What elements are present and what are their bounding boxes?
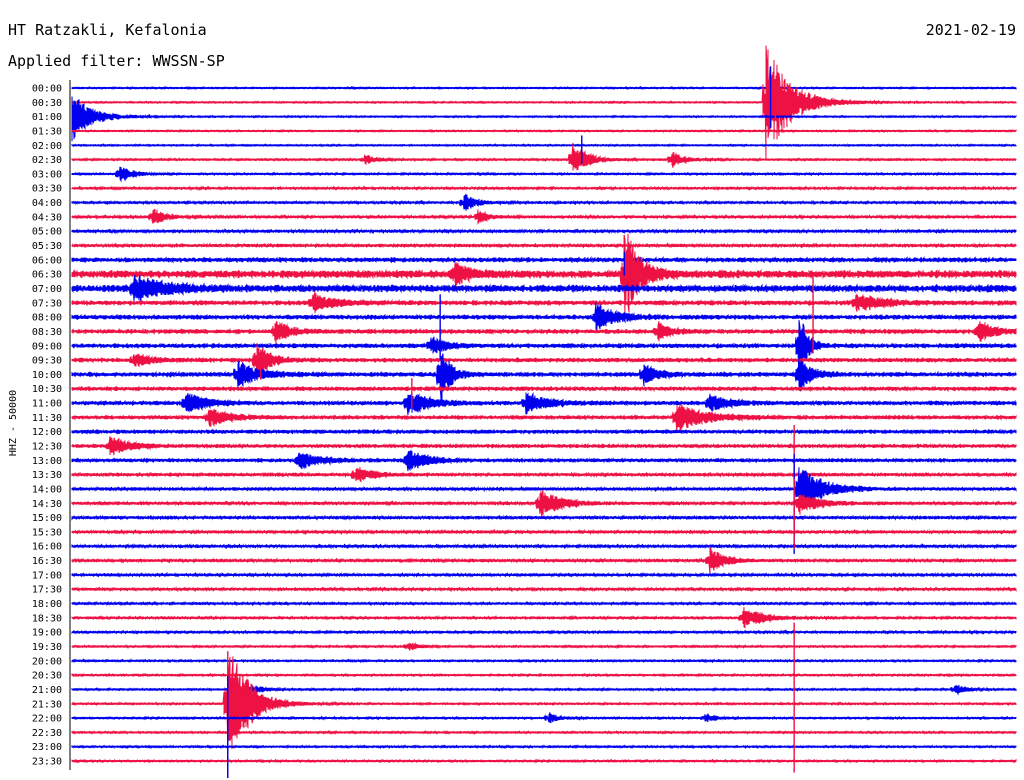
seismic-traces xyxy=(71,45,1017,778)
tick-label: 13:30 xyxy=(32,470,62,481)
tick-label: 06:30 xyxy=(32,270,62,281)
trace-row xyxy=(71,320,1017,345)
tick-label: 07:30 xyxy=(32,298,62,309)
tick-label: 05:30 xyxy=(32,241,62,252)
tick-label: 14:30 xyxy=(32,499,62,510)
tick-label: 23:00 xyxy=(32,742,62,753)
trace-row xyxy=(71,142,1017,171)
tick-label: 04:00 xyxy=(32,198,62,209)
tick-label: 15:30 xyxy=(32,527,62,538)
tick-label: 02:30 xyxy=(32,155,62,166)
tick-label: 03:00 xyxy=(32,169,62,180)
tick-label: 11:00 xyxy=(32,399,62,410)
tick-label: 13:00 xyxy=(32,456,62,467)
tick-label: 10:00 xyxy=(32,370,62,381)
tick-label: 22:30 xyxy=(32,728,62,739)
tick-label: 18:30 xyxy=(32,613,62,624)
tick-label: 22:00 xyxy=(32,714,62,725)
trace-row xyxy=(71,656,1017,750)
tick-label: 20:00 xyxy=(32,656,62,667)
tick-label: 11:30 xyxy=(32,413,62,424)
tick-label: 04:30 xyxy=(32,212,62,223)
date-label: 2021-02-19 xyxy=(926,21,1016,39)
tick-label: 19:30 xyxy=(32,642,62,653)
tick-label: 21:00 xyxy=(32,685,62,696)
tick-label: 05:00 xyxy=(32,227,62,238)
tick-label: 08:00 xyxy=(32,313,62,324)
tick-label: 16:30 xyxy=(32,556,62,567)
tick-label: 12:00 xyxy=(32,427,62,438)
tick-label: 10:30 xyxy=(32,384,62,395)
tick-label: 20:30 xyxy=(32,671,62,682)
tick-label: 18:00 xyxy=(32,599,62,610)
tick-label: 15:00 xyxy=(32,513,62,524)
tick-label: 17:30 xyxy=(32,585,62,596)
tick-label: 01:00 xyxy=(32,112,62,123)
tick-label: 02:00 xyxy=(32,141,62,152)
station-title: HT Ratzakli, Kefalonia xyxy=(8,21,207,39)
tick-label: 03:30 xyxy=(32,184,62,195)
time-tick-labels: 00:00 00:30 01:00 01:30 02:00 02:30 03:00 03:30… xyxy=(32,84,62,768)
tick-label: 00:00 xyxy=(32,84,62,95)
tick-label: 07:00 xyxy=(32,284,62,295)
tick-label: 08:30 xyxy=(32,327,62,338)
tick-label: 12:30 xyxy=(32,442,62,453)
tick-label: 17:00 xyxy=(32,570,62,581)
filter-label: Applied filter: WWSSN-SP xyxy=(8,52,225,70)
tick-label: 09:00 xyxy=(32,341,62,352)
tick-label: 21:30 xyxy=(32,699,62,710)
tick-label: 23:30 xyxy=(32,757,62,768)
tick-label: 14:00 xyxy=(32,484,62,495)
y-axis-label: HHZ - 50000 xyxy=(8,390,19,456)
tick-label: 00:30 xyxy=(32,98,62,109)
tick-label: 06:00 xyxy=(32,255,62,266)
trace-row xyxy=(71,320,1017,376)
tick-label: 19:00 xyxy=(32,628,62,639)
tick-label: 16:00 xyxy=(32,542,62,553)
tick-label: 09:30 xyxy=(32,356,62,367)
tick-label: 01:30 xyxy=(32,126,62,137)
